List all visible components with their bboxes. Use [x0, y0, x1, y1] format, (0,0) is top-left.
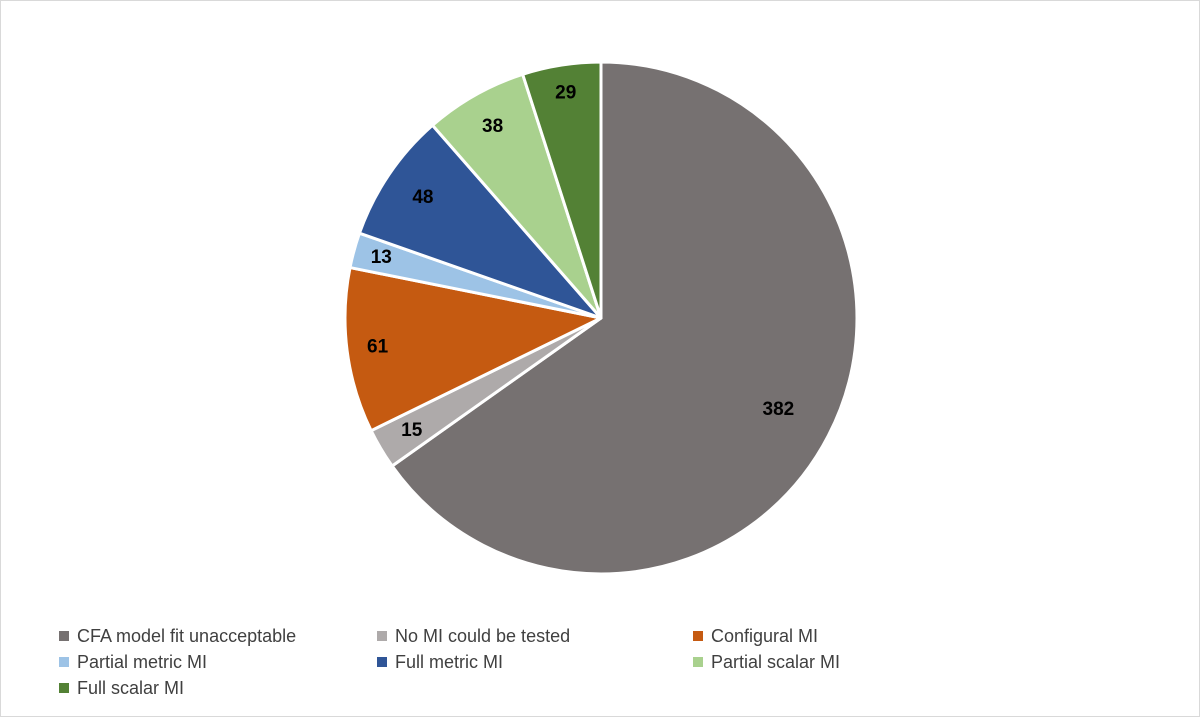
- legend-label: No MI could be tested: [395, 625, 571, 646]
- data-label: 38: [482, 116, 503, 137]
- legend-label: Configural MI: [711, 625, 819, 646]
- legend-item-partial-scalar-mi: Partial scalar MI: [693, 650, 840, 674]
- data-label: 48: [412, 187, 433, 208]
- legend-swatch: [693, 657, 703, 667]
- legend-swatch: [377, 631, 387, 641]
- legend-item-configural-mi: Configural MI: [693, 624, 818, 648]
- legend-label: Full metric MI: [395, 651, 503, 672]
- data-label: 61: [367, 336, 389, 357]
- legend-item-cfa-model-fit-unacceptable: CFA model fit unacceptable: [59, 624, 296, 648]
- legend-item-full-metric-mi: Full metric MI: [377, 650, 503, 674]
- data-label: 29: [555, 82, 576, 103]
- data-label: 382: [763, 399, 795, 420]
- legend-item-full-scalar-mi: Full scalar MI: [59, 676, 184, 700]
- data-label: 15: [401, 420, 423, 441]
- legend-label: CFA model fit unacceptable: [77, 625, 297, 646]
- legend-swatch: [59, 657, 69, 667]
- legend-swatch: [59, 683, 69, 693]
- legend-item-partial-metric-mi: Partial metric MI: [59, 650, 207, 674]
- legend-swatch: [377, 657, 387, 667]
- legend-label: Partial scalar MI: [711, 651, 841, 672]
- pie-slice-cfa-model-fit-unacceptable: [390, 60, 859, 576]
- legend-label: Partial metric MI: [77, 651, 208, 672]
- legend-label: Full scalar MI: [77, 677, 185, 698]
- pie-slice-full-metric-mi: [357, 123, 603, 320]
- data-label: 13: [371, 247, 392, 268]
- legend-swatch: [59, 631, 69, 641]
- pie-slice-full-scalar-mi: [521, 60, 603, 320]
- legend-item-no-mi-could-be-tested: No MI could be tested: [377, 624, 570, 648]
- legend-swatch: [693, 631, 703, 641]
- pie-slice-configural-mi: [343, 266, 603, 433]
